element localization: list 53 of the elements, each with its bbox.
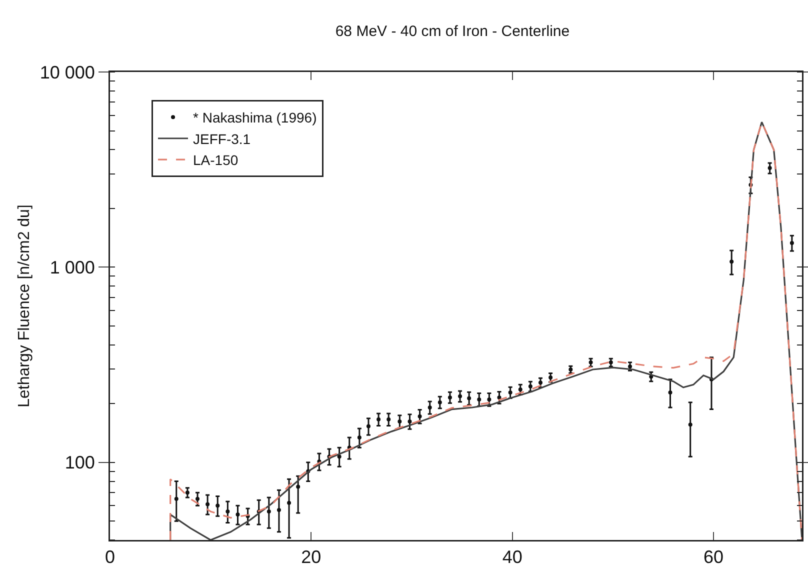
point [467, 396, 472, 400]
point [438, 400, 442, 404]
legend-label: JEFF-3.1 [193, 130, 251, 147]
point [287, 500, 292, 505]
point [608, 360, 613, 364]
x-tick-label: 20 [301, 547, 322, 568]
point [296, 484, 300, 489]
point [768, 166, 772, 170]
point [276, 508, 281, 512]
point [236, 512, 240, 517]
point [548, 376, 553, 380]
point [538, 380, 542, 385]
point [418, 414, 422, 418]
point [668, 390, 672, 394]
point [196, 496, 200, 501]
point [386, 417, 391, 422]
point [174, 496, 178, 501]
x-tick-label: 0 [104, 547, 116, 568]
point [408, 419, 412, 424]
point [398, 419, 402, 424]
y-tick-label: 100 [64, 452, 95, 473]
point [185, 490, 190, 495]
point [216, 504, 220, 508]
point [508, 390, 512, 394]
point [730, 260, 734, 264]
point [790, 241, 794, 245]
point [487, 397, 492, 402]
point [688, 422, 692, 427]
point [497, 395, 502, 400]
point [428, 405, 432, 410]
point [628, 364, 632, 368]
point [588, 360, 593, 364]
point [518, 388, 522, 392]
legend-label: * Nakashima (1996) [193, 110, 317, 126]
point [357, 436, 362, 440]
y-axis-title: Lethargy Fluence [n/cm2 du] [16, 204, 33, 408]
point [206, 502, 210, 506]
point [376, 417, 381, 422]
point [528, 384, 532, 388]
y-tick-label: 1 000 [50, 257, 95, 278]
point [226, 509, 230, 514]
point [448, 395, 452, 400]
x-tick-label: 40 [502, 547, 522, 568]
y-tick-label: 10 000 [40, 62, 95, 82]
point [477, 397, 482, 402]
x-tick-label: 60 [703, 547, 724, 568]
point [337, 454, 342, 459]
point [266, 509, 271, 514]
point [366, 424, 370, 428]
legend-label: LA-150 [193, 152, 238, 168]
point [458, 394, 462, 398]
chart-title: 68 MeV - 40 cm of Iron - Centerline [335, 23, 570, 40]
point [568, 368, 573, 372]
